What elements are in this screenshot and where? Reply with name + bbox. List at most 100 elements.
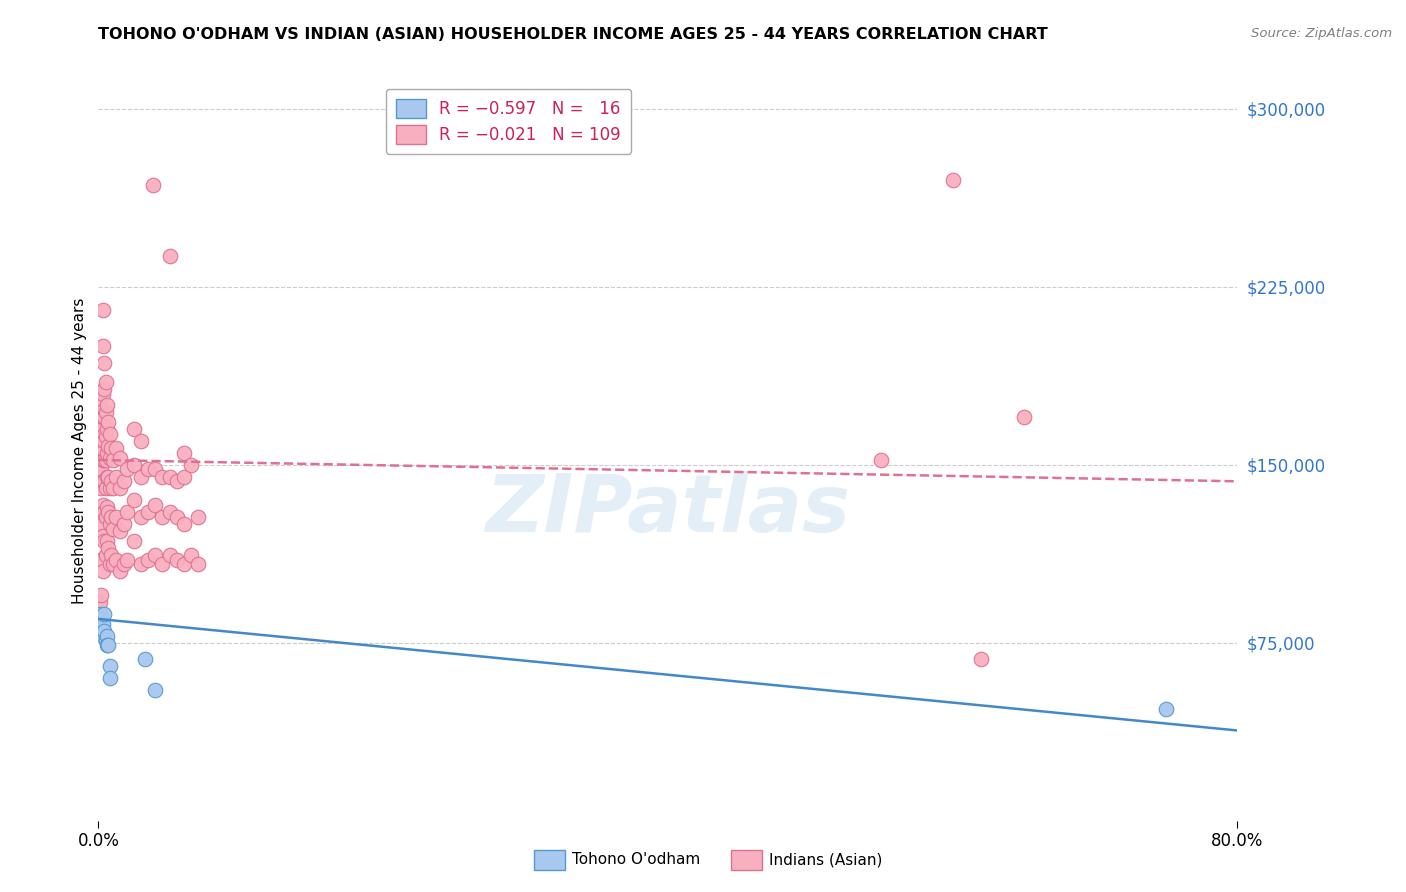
Point — [96, 398, 118, 412]
Point — [173, 558, 195, 572]
Point — [97, 415, 120, 429]
Point — [98, 659, 121, 673]
Point — [97, 541, 120, 555]
Point — [89, 552, 111, 566]
Point — [101, 558, 124, 572]
Point — [96, 422, 118, 436]
Point — [122, 493, 145, 508]
Point — [90, 405, 112, 419]
Point — [166, 552, 188, 566]
Point — [96, 628, 118, 642]
Point — [96, 500, 118, 515]
Point — [91, 429, 114, 443]
Point — [129, 558, 152, 572]
Point — [101, 482, 124, 496]
Point — [93, 410, 115, 425]
Point — [98, 516, 121, 531]
Point — [93, 475, 115, 489]
Point — [112, 558, 135, 572]
Point — [93, 356, 115, 370]
Point — [141, 178, 163, 192]
Point — [90, 446, 112, 460]
Point — [90, 612, 112, 626]
Text: Tohono O'odham: Tohono O'odham — [572, 853, 700, 867]
Point — [89, 469, 111, 483]
Point — [91, 529, 114, 543]
Point — [159, 469, 181, 483]
Point — [136, 552, 159, 566]
Point — [129, 469, 152, 483]
Point — [97, 439, 120, 453]
Point — [96, 638, 118, 652]
Point — [1012, 410, 1035, 425]
Point — [115, 505, 138, 519]
Point — [108, 565, 131, 579]
Point — [94, 482, 117, 496]
Point — [870, 453, 893, 467]
Point — [166, 509, 188, 524]
Point — [100, 441, 122, 455]
Text: Source: ZipAtlas.com: Source: ZipAtlas.com — [1251, 27, 1392, 40]
Point — [101, 522, 124, 536]
Point — [89, 516, 111, 531]
Point — [129, 509, 152, 524]
Text: TOHONO O'ODHAM VS INDIAN (ASIAN) HOUSEHOLDER INCOME AGES 25 - 44 YEARS CORRELATI: TOHONO O'ODHAM VS INDIAN (ASIAN) HOUSEHO… — [98, 27, 1047, 42]
Point — [90, 482, 112, 496]
Legend: R = −0.597   N =   16, R = −0.021   N = 109: R = −0.597 N = 16, R = −0.021 N = 109 — [385, 88, 631, 153]
Point — [115, 552, 138, 566]
Point — [89, 398, 111, 412]
Point — [104, 509, 127, 524]
Point — [136, 462, 159, 476]
Point — [145, 498, 167, 512]
Point — [97, 638, 120, 652]
Point — [90, 624, 112, 638]
Point — [100, 548, 122, 562]
Point — [108, 482, 131, 496]
Point — [89, 422, 111, 436]
Point — [94, 509, 117, 524]
Point — [180, 458, 202, 472]
Point — [173, 469, 195, 483]
Point — [94, 429, 117, 443]
Point — [112, 516, 135, 531]
Point — [93, 505, 115, 519]
Point — [96, 533, 118, 548]
Point — [94, 375, 117, 389]
Point — [1154, 702, 1177, 716]
Point — [187, 509, 209, 524]
Point — [98, 671, 121, 685]
Point — [91, 616, 114, 631]
Point — [94, 633, 117, 648]
Point — [93, 382, 115, 396]
Point — [93, 624, 115, 638]
Point — [159, 548, 181, 562]
Point — [89, 607, 111, 622]
Point — [108, 450, 131, 465]
Point — [152, 469, 174, 483]
Point — [94, 405, 117, 419]
Point — [100, 475, 122, 489]
Point — [90, 588, 112, 602]
Point — [159, 249, 181, 263]
Point — [173, 446, 195, 460]
Point — [91, 410, 114, 425]
Point — [96, 446, 118, 460]
Point — [152, 558, 174, 572]
Point — [96, 469, 118, 483]
Point — [97, 469, 120, 483]
Point — [98, 558, 121, 572]
Point — [122, 458, 145, 472]
Point — [91, 498, 114, 512]
Point — [89, 595, 111, 609]
Point — [942, 173, 965, 187]
Point — [970, 652, 993, 666]
Point — [180, 548, 202, 562]
Point — [129, 434, 152, 448]
Point — [98, 450, 121, 465]
Point — [91, 475, 114, 489]
Point — [91, 339, 114, 353]
Point — [97, 505, 120, 519]
Point — [173, 516, 195, 531]
Point — [91, 386, 114, 401]
Point — [89, 612, 111, 626]
